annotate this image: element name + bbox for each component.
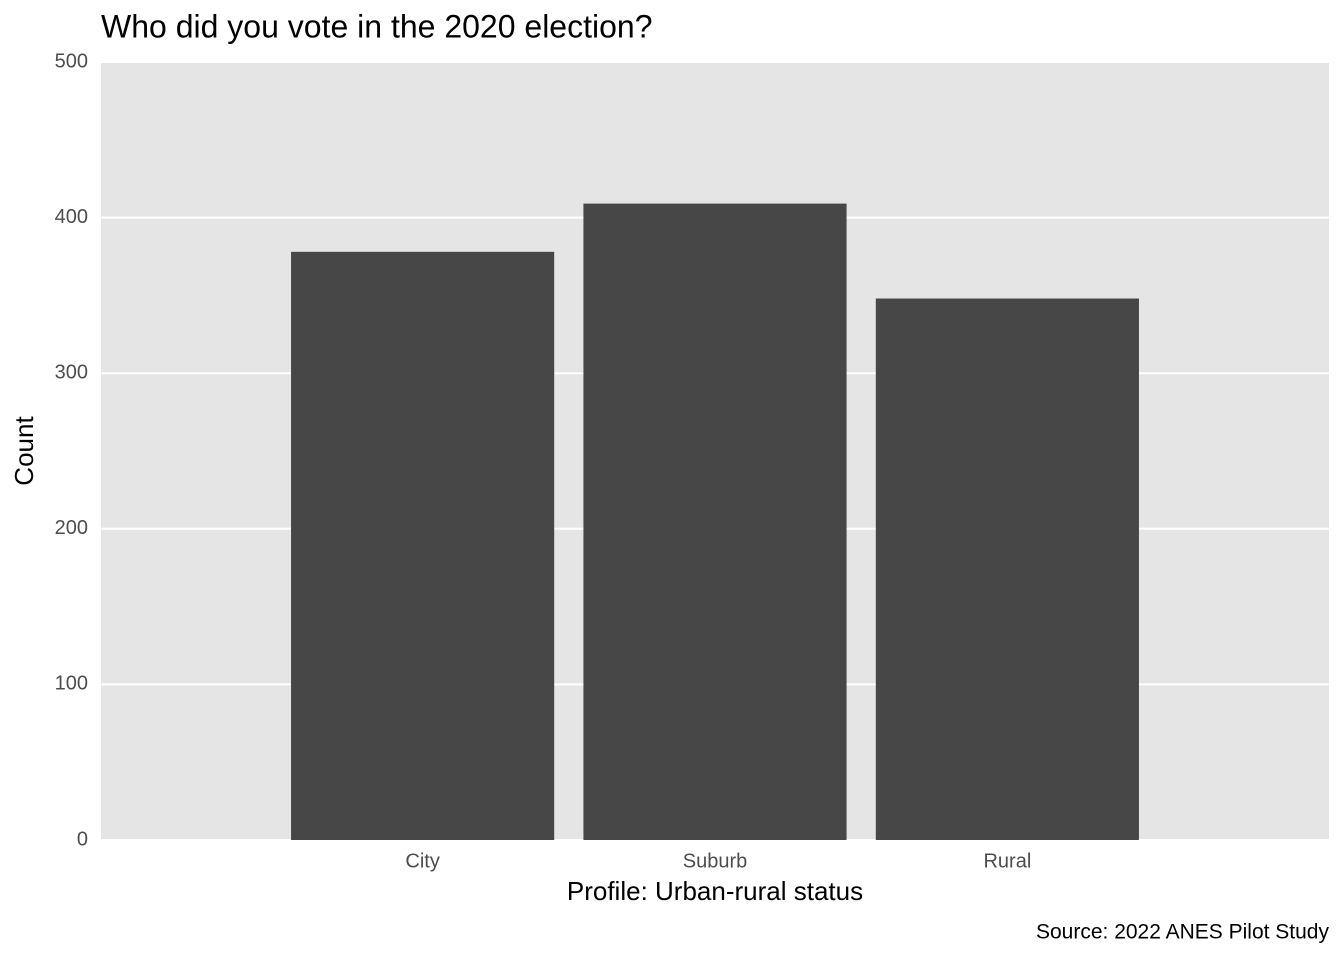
y-tick-label: 500 [55,50,88,72]
bar [875,298,1139,841]
x-tick-label: Rural [983,850,1031,872]
y-axis-title: Count [9,416,39,486]
bar [291,251,555,840]
x-tick-label: City [405,850,439,872]
x-axis-title: Profile: Urban-rural status [567,876,863,906]
y-tick-label: 400 [55,206,88,228]
y-tick-label: 200 [55,517,88,539]
bar [583,203,847,840]
caption: Source: 2022 ANES Pilot Study [1036,921,1330,944]
y-tick-label: 100 [55,673,88,695]
y-tick-label: 0 [77,828,88,850]
y-tick-label: 300 [55,361,88,383]
chart-title: Who did you vote in the 2020 election? [101,8,652,44]
x-tick-label: Suburb [683,850,748,872]
